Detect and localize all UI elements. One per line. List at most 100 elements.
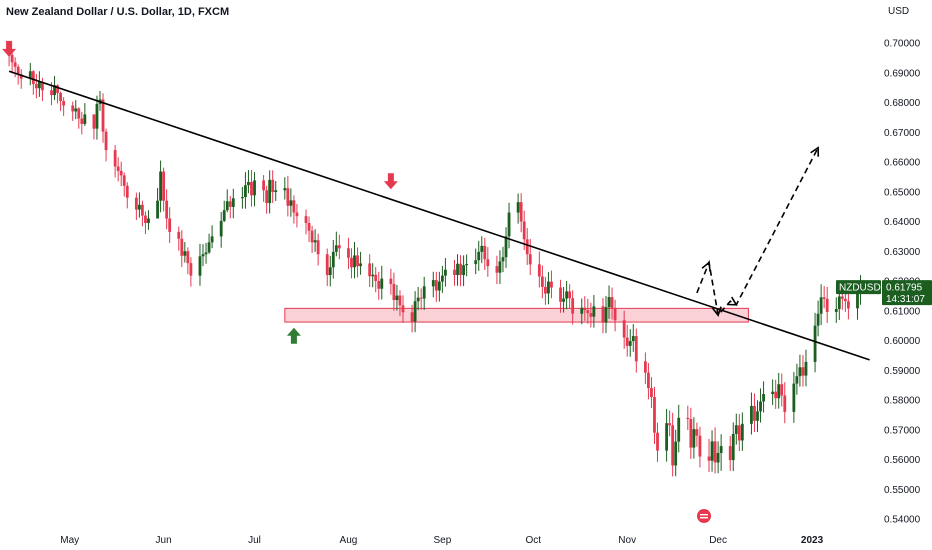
projection-arrowhead	[701, 261, 711, 272]
candle	[813, 312, 817, 373]
candle	[271, 170, 275, 204]
candle	[119, 161, 123, 187]
candle-body	[559, 287, 562, 302]
candle-body	[13, 62, 17, 67]
candle	[198, 243, 202, 286]
candle	[244, 172, 247, 209]
candle	[610, 287, 614, 320]
candle-body	[819, 297, 823, 314]
candle-body	[134, 197, 138, 210]
time-tick-label: Dec	[709, 535, 727, 546]
candle	[374, 267, 378, 293]
candle-body	[410, 312, 414, 322]
candle	[289, 188, 293, 217]
candle-body	[583, 307, 587, 311]
candle-body	[162, 171, 166, 201]
candle-body	[592, 306, 596, 317]
candle	[804, 349, 808, 387]
candle	[631, 324, 635, 352]
symbol-tag	[836, 280, 881, 295]
candle-body	[244, 185, 247, 198]
candle	[328, 256, 332, 287]
time-tick-label: Jul	[248, 535, 261, 546]
flag-stripe	[700, 517, 708, 519]
candle-body	[847, 301, 850, 309]
candle	[156, 187, 159, 219]
candle-body	[116, 166, 120, 171]
candle	[219, 211, 223, 248]
candle-body	[41, 81, 44, 91]
candle	[95, 95, 99, 140]
candle-body	[159, 171, 162, 201]
candle	[634, 328, 638, 373]
candle	[456, 254, 459, 286]
candle-body	[222, 210, 226, 221]
candle-body	[283, 188, 287, 191]
candle-body	[253, 180, 256, 196]
candle	[122, 172, 126, 197]
candle	[780, 373, 784, 407]
candle	[186, 247, 190, 275]
trendline-layer	[8, 70, 870, 361]
candle-body	[328, 267, 332, 276]
candle	[671, 412, 675, 477]
candle-body	[707, 456, 711, 461]
candle-body	[337, 245, 341, 249]
candle	[101, 93, 105, 143]
candle-body	[241, 197, 244, 199]
candle	[740, 412, 744, 451]
candle	[222, 200, 226, 223]
candle-body	[389, 278, 393, 284]
price-tick-label: 0.58000	[884, 396, 921, 407]
candle-body	[431, 280, 435, 287]
candle	[762, 381, 765, 413]
candle-body	[713, 441, 717, 463]
candle	[753, 393, 756, 433]
candle-body	[750, 405, 753, 424]
candle-body	[825, 298, 829, 312]
candle	[31, 70, 35, 95]
candle	[83, 103, 87, 127]
candle	[483, 237, 487, 270]
candle	[568, 284, 572, 309]
candle-body	[204, 252, 208, 255]
price-tick-label: 0.54000	[884, 515, 921, 526]
candle	[304, 209, 308, 235]
candle	[231, 188, 235, 219]
candle-body	[286, 188, 290, 206]
candle-body	[771, 391, 775, 395]
candle	[537, 251, 541, 288]
candle-body	[31, 71, 35, 85]
candle-body	[228, 201, 232, 207]
candle	[210, 225, 214, 249]
candle-body	[710, 441, 714, 461]
candle	[398, 290, 402, 317]
candle-body	[437, 281, 441, 291]
candle	[134, 192, 138, 221]
candle	[550, 270, 553, 299]
candle-body	[377, 281, 381, 289]
candle-body	[740, 423, 744, 441]
candle-body	[477, 251, 481, 261]
trendline	[8, 70, 870, 361]
candle-body	[168, 218, 172, 232]
candle-body	[207, 242, 211, 253]
time-axis: May Jun Jul Aug Sep Oct Nov Dec 2023	[60, 535, 823, 546]
candle	[74, 100, 78, 120]
candle-body	[413, 301, 417, 322]
candle-body	[113, 150, 117, 167]
candle	[10, 51, 14, 74]
candle	[368, 254, 372, 287]
candle-body	[692, 429, 696, 448]
candle	[377, 271, 381, 300]
candle-body	[137, 204, 141, 210]
candle-body	[19, 74, 23, 79]
candle-body	[856, 293, 859, 309]
candle	[53, 76, 56, 101]
candle	[625, 324, 629, 357]
candle	[459, 255, 462, 287]
candle	[734, 413, 738, 445]
candle-body	[56, 85, 59, 93]
candle	[162, 167, 166, 212]
